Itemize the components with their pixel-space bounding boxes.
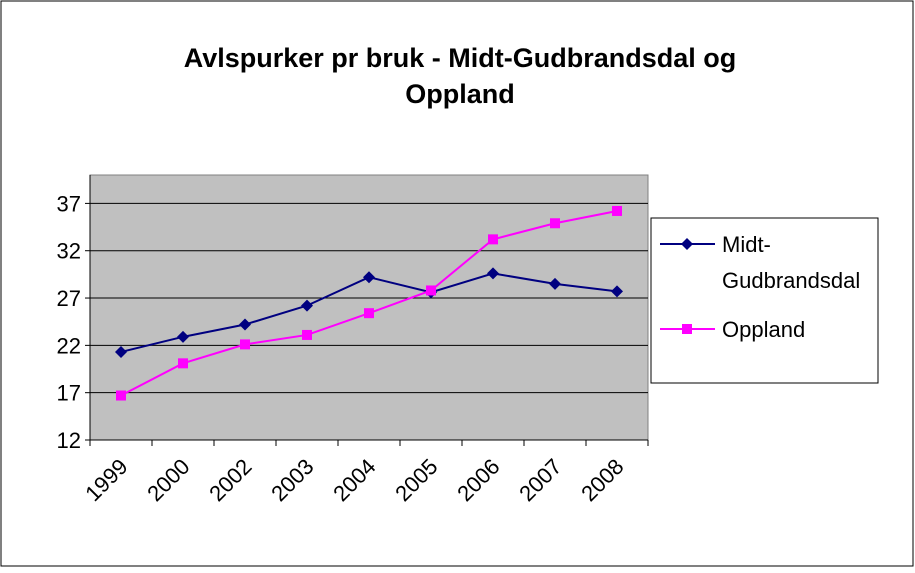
legend-label: Oppland <box>722 317 805 342</box>
plot-area <box>89 174 649 441</box>
marker <box>302 329 312 340</box>
marker <box>115 345 127 358</box>
marker <box>487 267 499 280</box>
marker <box>364 308 374 319</box>
marker <box>612 205 622 216</box>
y-tick-label: 32 <box>57 239 81 264</box>
marker <box>177 330 189 343</box>
y-tick-label: 17 <box>57 381 81 406</box>
y-tick-label: 22 <box>57 333 81 358</box>
marker <box>611 285 623 298</box>
y-tick-label: 27 <box>57 286 81 311</box>
marker <box>549 277 561 290</box>
marker <box>363 271 375 284</box>
legend-label: Midt-Gudbrandsdal <box>722 232 860 293</box>
marker <box>426 285 436 296</box>
y-tick-label: 37 <box>57 191 81 216</box>
y-tick-label: 12 <box>57 428 81 453</box>
marker <box>240 339 250 350</box>
marker <box>550 218 560 229</box>
marker <box>301 299 313 312</box>
marker <box>239 318 251 331</box>
marker <box>488 234 498 245</box>
legend-marker <box>681 238 693 250</box>
chart-title: Avlspurker pr bruk - Midt-Gudbrandsdal o… <box>184 43 737 109</box>
legend-marker <box>682 324 692 334</box>
marker <box>116 390 126 401</box>
marker <box>178 358 188 369</box>
